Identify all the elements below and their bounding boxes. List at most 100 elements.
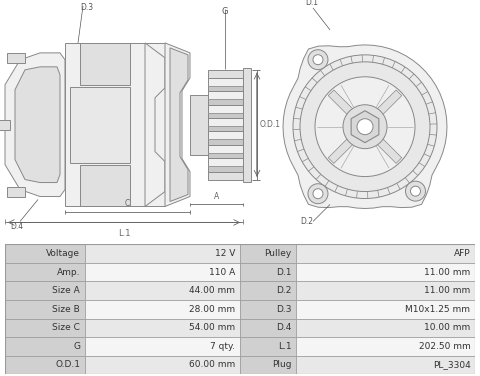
Text: 11.00 mm: 11.00 mm [424,286,470,295]
Circle shape [406,181,425,201]
Polygon shape [145,43,165,206]
Polygon shape [283,45,447,208]
Bar [208,70,243,78]
Bar [5,356,85,374]
Text: A: A [214,191,219,200]
Bar [85,244,240,263]
Bar [240,282,297,300]
Text: AFP: AFP [454,249,470,258]
Text: D.3: D.3 [276,305,292,314]
Text: Plug: Plug [272,360,292,369]
Bar [190,95,208,155]
Polygon shape [328,90,354,115]
Polygon shape [328,138,354,163]
Text: Pulley: Pulley [264,249,292,258]
Text: 202.50 mm: 202.50 mm [419,342,470,351]
Text: 28.00 mm: 28.00 mm [189,305,235,314]
Text: Size C: Size C [52,323,80,332]
Text: G: G [73,342,80,351]
Bar [297,282,475,300]
Text: M10x1.25 mm: M10x1.25 mm [406,305,470,314]
Text: 54.00 mm: 54.00 mm [189,323,235,332]
Text: D.4: D.4 [276,323,292,332]
Bar [208,78,243,86]
Text: 7 qty.: 7 qty. [210,342,235,351]
Bar [85,263,240,282]
Text: 110 A: 110 A [209,268,235,277]
Bar [208,118,243,126]
Text: 60.00 mm: 60.00 mm [189,360,235,369]
Bar [297,356,475,374]
Polygon shape [15,67,60,183]
Circle shape [343,105,387,149]
Text: D.1: D.1 [276,268,292,277]
Bar [208,158,243,166]
Polygon shape [170,48,188,202]
Bar [240,356,297,374]
Bar [85,318,240,337]
Bar [0,120,10,130]
Bar [208,139,243,145]
Text: D.2: D.2 [300,217,313,226]
Text: Size A: Size A [52,286,80,295]
Bar [208,86,243,91]
Bar [208,145,243,153]
Text: D.4: D.4 [10,223,23,232]
Bar [85,356,240,374]
Bar [208,126,243,131]
Bar [85,300,240,318]
Polygon shape [165,43,190,206]
Bar [5,318,85,337]
Bar [240,300,297,318]
Circle shape [308,50,328,70]
Bar [297,263,475,282]
Text: 10.00 mm: 10.00 mm [424,323,470,332]
Text: C: C [125,200,130,208]
Text: PL_3304: PL_3304 [433,360,470,369]
Bar [208,153,243,158]
Circle shape [300,62,430,191]
Circle shape [357,119,373,135]
Bar [240,244,297,263]
Text: L.1: L.1 [118,229,130,238]
Bar [85,282,240,300]
Bar [297,244,475,263]
Bar [208,113,243,118]
Text: 12 V: 12 V [215,249,235,258]
Bar [297,337,475,356]
Text: D.3: D.3 [80,3,93,12]
Polygon shape [5,53,65,197]
Bar [208,91,243,99]
Bar [85,337,240,356]
Bar [208,105,243,113]
Bar [80,43,130,85]
Circle shape [293,55,437,199]
Bar [240,318,297,337]
Bar [7,186,25,197]
Circle shape [313,55,323,65]
Circle shape [410,186,420,196]
Bar [240,263,297,282]
Polygon shape [376,138,402,163]
Bar [5,337,85,356]
Text: G: G [222,7,228,16]
Text: O.D.1: O.D.1 [55,360,80,369]
Text: Voltage: Voltage [46,249,80,258]
Circle shape [308,184,328,204]
Bar [5,300,85,318]
Bar [297,300,475,318]
Text: O.D.1: O.D.1 [260,120,281,129]
Bar [208,166,243,171]
Text: D.1: D.1 [305,0,318,7]
Bar [65,43,165,206]
Bar [5,282,85,300]
Bar [208,171,243,180]
Text: Amp.: Amp. [57,268,80,277]
Polygon shape [351,111,379,143]
Text: L.1: L.1 [278,342,292,351]
Circle shape [313,189,323,199]
Bar [297,318,475,337]
Bar [208,131,243,139]
Bar [240,337,297,356]
Text: 11.00 mm: 11.00 mm [424,268,470,277]
